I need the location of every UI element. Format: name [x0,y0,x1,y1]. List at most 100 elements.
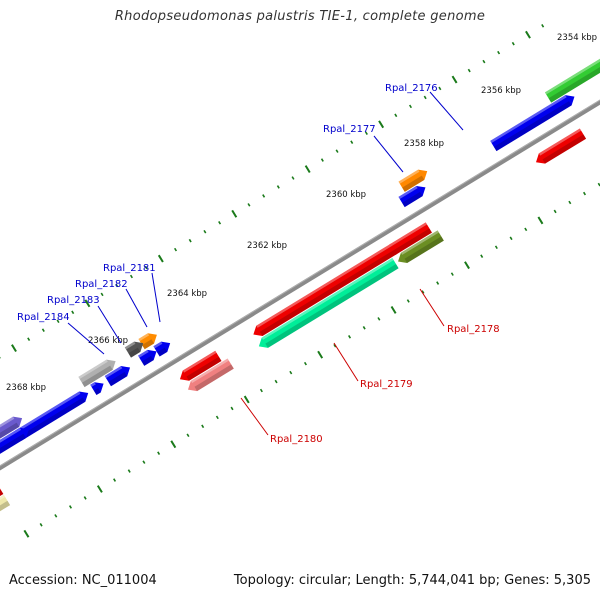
gene-reverse-e[interactable] [177,350,222,385]
gene-rpal-2177[interactable] [398,166,431,192]
scale-tick [497,50,501,55]
gene-rpal-2179[interactable] [256,257,399,352]
scale-tick [262,194,266,198]
gene-features [0,43,600,521]
scale-tick [335,149,339,153]
scale-tick [113,478,117,482]
gene-rpal-2180[interactable] [185,358,234,394]
scale-tick [553,209,557,214]
gene-rpal-2183[interactable] [78,356,118,388]
scale-tick [23,529,30,538]
scale-tick [362,326,366,330]
gene-label-rpal-2177[interactable]: Rpal_2177 [323,124,376,135]
scale-tick [537,216,544,225]
scale-tick [394,113,398,118]
scale-tick [218,220,222,225]
scale-tick [482,59,486,64]
scale-tick [438,86,442,91]
leader-rpal-2179 [333,342,359,382]
gene-reverse-d[interactable] [250,243,398,339]
gene-rpal-2178[interactable] [395,230,444,266]
scale-label-2358: 2358 kbp [404,139,444,149]
leader-rpal-2176 [429,91,464,131]
scale-tick [320,158,324,162]
gene-label-rpal-2182[interactable]: Rpal_2182 [75,279,128,290]
scale-tick [511,41,515,46]
gene-forward-b[interactable] [398,182,428,208]
gene-rpal-2181[interactable] [138,330,160,350]
scale-tick [541,24,545,28]
leader-rpal-2181 [151,272,161,323]
scale-label-2366: 2366 kbp [88,336,128,346]
scale-label-2356: 2356 kbp [481,86,521,96]
scale-ticks-inner [23,182,600,538]
gene-forward-g[interactable] [153,338,173,357]
gene-forward-h[interactable] [104,362,133,387]
scale-tick [84,299,91,308]
scale-tick [68,505,73,509]
scale-tick [100,292,104,297]
gene-forward-j[interactable] [15,388,91,441]
gene-forward-f[interactable] [138,346,160,366]
scale-tick [303,361,307,366]
gene-reverse-m[interactable] [0,494,11,521]
scale-ticks-outer [0,24,545,359]
gene-label-rpal-2178[interactable]: Rpal_2178 [447,324,500,335]
scale-label-2364: 2364 kbp [167,289,207,299]
scale-tick [350,140,354,144]
gene-label-rpal-2176[interactable]: Rpal_2176 [385,83,438,94]
gene-label-rpal-2181[interactable]: Rpal_2181 [103,263,156,274]
scale-tick [201,424,205,429]
scale-tick [41,328,45,332]
gene-labels: Rpal_2176 Rpal_2177 Rpal_2181 Rpal_2182 … [17,83,500,445]
scale-tick [39,523,43,527]
gene-rpal-2184[interactable] [0,413,25,447]
scale-labels: 2354 kbp 2356 kbp 2358 kbp 2360 kbp 2362… [6,33,597,393]
scale-tick [480,254,484,258]
gene-label-rpal-2183[interactable]: Rpal_2183 [47,295,100,306]
scale-tick [525,30,531,39]
scale-tick [524,227,528,232]
scale-tick [259,388,263,393]
scale-label-2368: 2368 kbp [6,383,46,393]
scale-tick [582,191,587,196]
scale-tick [467,68,471,73]
scale-tick [276,185,280,189]
scale-tick [243,395,250,404]
label-leaders [67,91,464,436]
scale-tick [174,247,178,252]
gene-reverse-c[interactable] [383,222,432,258]
leader-rpal-2180 [240,397,269,436]
scale-tick [509,236,513,241]
scale-tick [450,272,454,276]
scale-tick [144,265,148,270]
scale-tick [291,176,295,180]
gene-rpal-2182[interactable] [124,338,147,358]
scale-tick [421,290,425,294]
gene-label-rpal-2179[interactable]: Rpal_2179 [360,379,413,390]
scale-tick [129,274,133,279]
scale-tick [231,209,238,218]
scale-tick [247,203,251,207]
scale-tick [390,305,397,314]
accession-text: Accession: NC_011004 [9,573,157,588]
scale-tick [436,281,440,285]
gene-forward-i[interactable] [90,379,106,396]
leader-rpal-2177 [373,135,404,173]
gene-label-rpal-2180[interactable]: Rpal_2180 [270,434,323,445]
gene-label-rpal-2184[interactable]: Rpal_2184 [17,312,70,323]
scale-tick [464,261,470,270]
leader-rpal-2184 [67,322,105,355]
scale-tick [451,75,458,84]
leader-rpal-2178 [419,288,445,327]
gene-forward-a[interactable] [490,91,577,152]
scale-tick [54,514,58,518]
scale-tick [96,485,103,493]
map-title: Rhodopseudomonas palustris TIE-1, comple… [114,9,486,24]
scale-tick [423,95,427,100]
gene-rpal-2176[interactable] [544,43,600,103]
gene-reverse-top[interactable] [533,128,587,167]
scale-tick [317,350,324,359]
gene-forward-k[interactable] [0,424,32,458]
